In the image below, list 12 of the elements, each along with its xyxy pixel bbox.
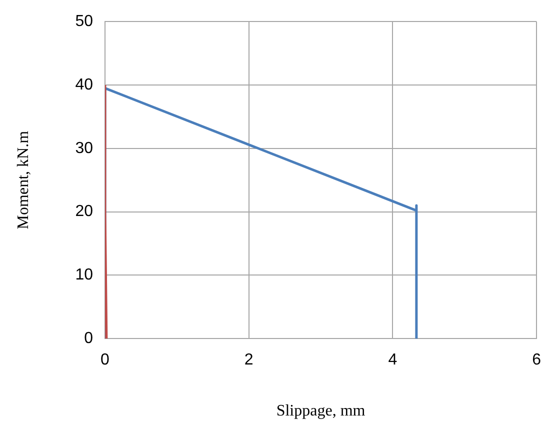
- y-tick-label: 20: [75, 203, 94, 220]
- x-tick-label: 0: [100, 352, 110, 369]
- y-tick-label: 10: [75, 266, 94, 284]
- y-tick-label: 40: [75, 76, 94, 94]
- x-tick-label: 6: [532, 352, 542, 369]
- x-tick-label: 2: [244, 352, 254, 369]
- x-tick-label: 4: [388, 352, 398, 369]
- y-axis-title: Moment, kN.m: [14, 130, 32, 230]
- y-tick-label: 50: [75, 13, 94, 30]
- y-tick-label: 0: [84, 330, 94, 348]
- y-tick-label: 30: [75, 140, 94, 157]
- x-axis-title: Slippage, mm: [276, 402, 366, 420]
